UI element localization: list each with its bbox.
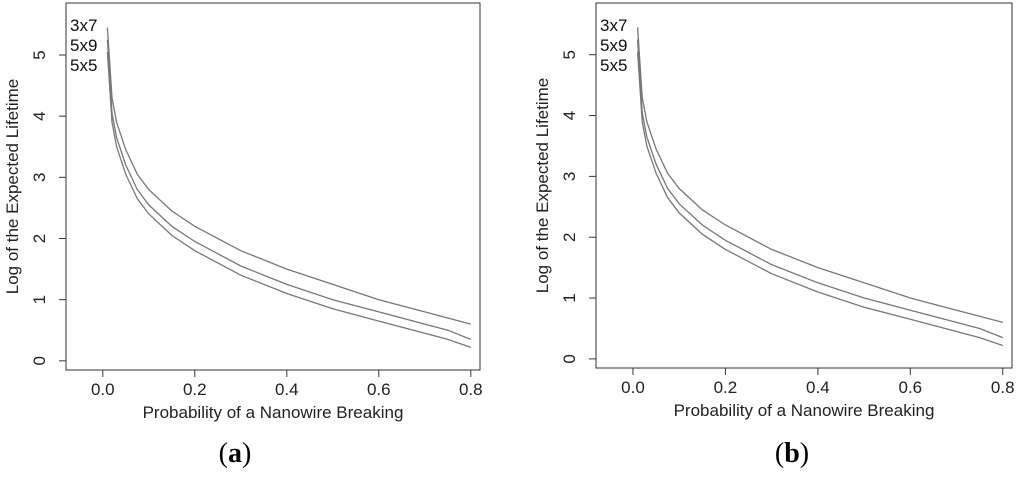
series-line-b-5x9 xyxy=(636,39,1004,339)
caption-a-open: ( xyxy=(218,438,228,469)
series-label-b-3x7: 3x7 xyxy=(600,16,627,35)
y-tick-label-a-5: 5 xyxy=(30,50,49,59)
x-tick-label-b-3: 0.6 xyxy=(898,378,922,397)
x-axis-title-b: Probability of a Nanowire Breaking xyxy=(674,401,935,420)
chart-b: 0.0 0.2 0.4 0.6 0.8 0 1 2 3 4 5 Probability of a Na… xyxy=(533,2,1015,420)
series-label-a-3x7: 3x7 xyxy=(70,16,97,35)
y-tick-label-b-5: 5 xyxy=(560,50,579,59)
y-tick-label-a-2: 2 xyxy=(30,234,49,243)
series-label-b-5x9: 5x9 xyxy=(600,36,627,55)
plot-frame-b xyxy=(595,2,1013,369)
caption-b-letter: b xyxy=(784,438,800,469)
x-tick-label-b-0: 0.0 xyxy=(621,378,645,397)
x-tick-label-a-2: 0.4 xyxy=(275,380,299,399)
plot-frame-a xyxy=(65,2,481,371)
series-line-b-5x5 xyxy=(636,51,1004,347)
x-tick-label-b-4: 0.8 xyxy=(991,378,1015,397)
x-tick-label-b-2: 0.4 xyxy=(806,378,830,397)
x-axis-title-a: Probability of a Nanowire Breaking xyxy=(143,403,404,422)
series-line-b-3x7 xyxy=(636,27,1003,324)
x-tick-label-a-3: 0.6 xyxy=(367,380,391,399)
caption-a-letter: a xyxy=(228,438,242,469)
figure-panel-b: 0.0 0.2 0.4 0.6 0.8 0 1 2 3 4 5 Probability of a Na… xyxy=(512,0,1024,478)
y-tick-label-b-1: 1 xyxy=(560,293,579,302)
x-tick-label-a-0: 0.0 xyxy=(91,380,115,399)
caption-b-close: ) xyxy=(799,438,810,469)
x-tick-label-a-4: 0.8 xyxy=(459,380,483,399)
y-tick-label-b-4: 4 xyxy=(560,111,579,120)
caption-b: (b) xyxy=(752,438,832,470)
series-label-a-5x9: 5x9 xyxy=(70,36,97,55)
x-tick-label-b-1: 0.2 xyxy=(714,378,738,397)
caption-a-close: ) xyxy=(242,438,252,469)
series-label-a-5x5: 5x5 xyxy=(70,56,97,75)
caption-b-open: ( xyxy=(774,438,785,469)
y-axis-title-a: Log of the Expected Lifetime xyxy=(3,79,22,294)
series-line-a-3x7 xyxy=(106,27,471,325)
series-line-a-5x9 xyxy=(106,39,472,341)
y-tick-label-b-0: 0 xyxy=(560,354,579,363)
y-axis-title-b: Log of the Expected Lifetime xyxy=(533,78,552,293)
figure-panel-a: 0.0 0.2 0.4 0.6 0.8 0 1 2 3 4 5 Probability of a Na… xyxy=(3,2,483,470)
y-tick-label-a-4: 4 xyxy=(30,111,49,120)
y-tick-label-a-1: 1 xyxy=(30,295,49,304)
x-tick-label-a-1: 0.2 xyxy=(183,380,207,399)
caption-a: (a) xyxy=(195,438,275,470)
y-tick-label-b-2: 2 xyxy=(560,232,579,241)
series-label-b-5x5: 5x5 xyxy=(600,56,627,75)
y-tick-label-a-0: 0 xyxy=(30,356,49,365)
y-tick-label-a-3: 3 xyxy=(30,173,49,182)
y-tick-label-b-3: 3 xyxy=(560,172,579,181)
series-line-a-5x5 xyxy=(106,51,472,349)
chart-a: 0.0 0.2 0.4 0.6 0.8 0 1 2 3 4 5 Probability of a Na… xyxy=(3,2,483,422)
